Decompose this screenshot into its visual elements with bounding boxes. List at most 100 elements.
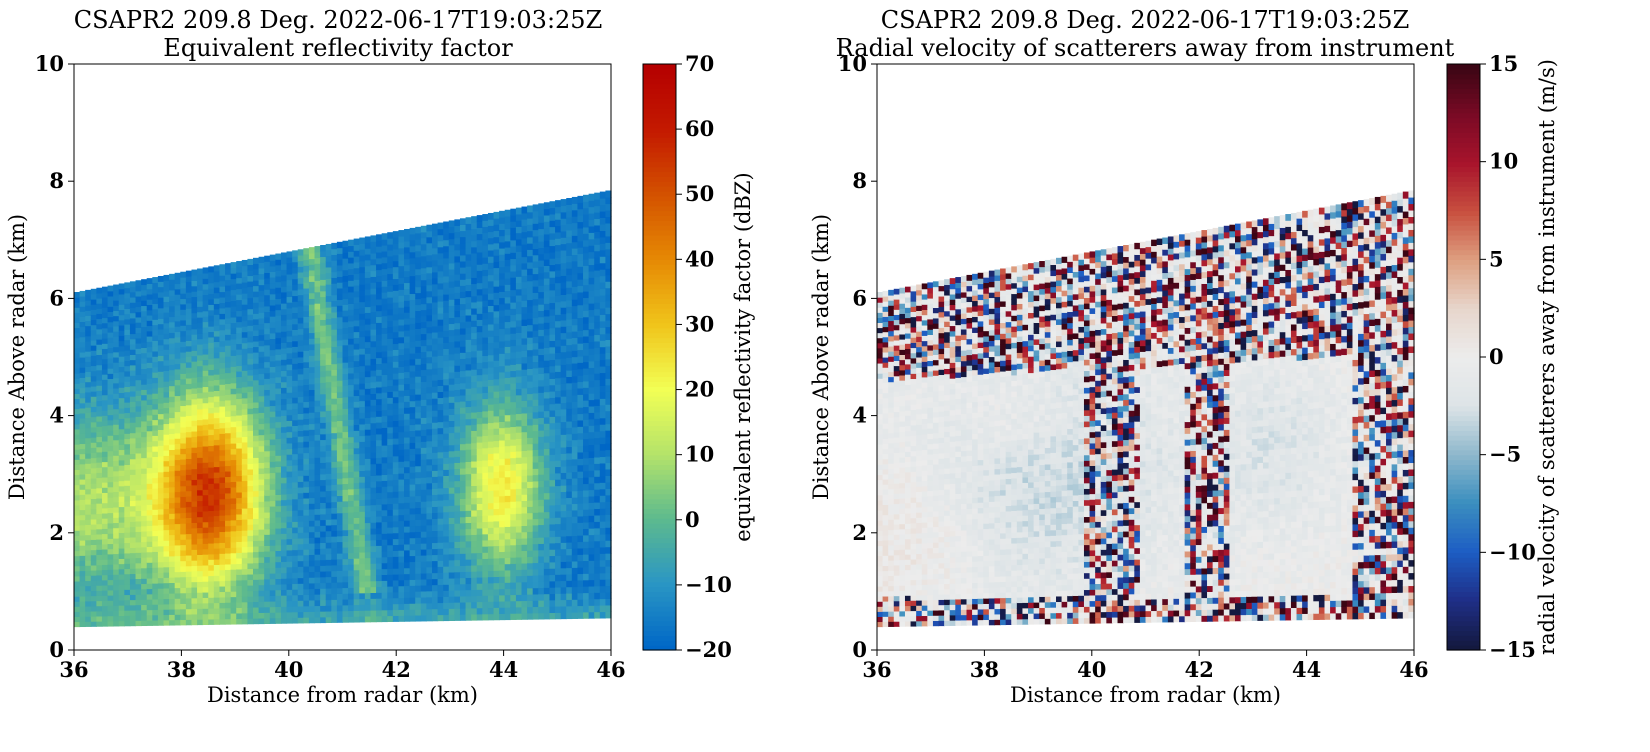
heatmap-cell: [174, 294, 181, 301]
heatmap-cell: [225, 487, 232, 494]
heatmap-cell: [85, 310, 92, 316]
heatmap-cell: [376, 510, 383, 517]
heatmap-cell: [286, 606, 293, 613]
heatmap-cell: [225, 596, 232, 603]
heatmap-cell: [314, 348, 321, 356]
heatmap-cell: [191, 312, 198, 319]
heatmap-cell: [420, 441, 427, 448]
heatmap-cell: [219, 411, 226, 418]
heatmap-cell: [163, 444, 170, 451]
heatmap-cell: [107, 460, 114, 467]
heatmap-cell: [292, 526, 299, 534]
heatmap-cell: [230, 470, 237, 477]
heatmap-cell: [96, 482, 103, 489]
heatmap-cell: [443, 245, 450, 253]
heatmap-cell: [314, 246, 321, 253]
heatmap-cell: [107, 301, 114, 307]
heatmap-cell: [197, 397, 204, 404]
heatmap-cell: [454, 547, 461, 555]
heatmap-cell: [487, 410, 495, 417]
heatmap-cell: [292, 318, 299, 325]
heatmap-cell: [90, 498, 97, 505]
heatmap-cell: [370, 346, 377, 354]
heatmap-cell: [152, 535, 159, 542]
heatmap-cell: [191, 447, 198, 454]
heatmap-cell: [314, 371, 321, 378]
heatmap-cell: [146, 593, 153, 600]
heatmap-cell: [370, 387, 377, 395]
heatmap-cell: [258, 473, 265, 480]
heatmap-cell: [258, 406, 265, 413]
heatmap-cell: [197, 500, 204, 507]
heatmap-cell: [476, 466, 483, 474]
heatmap-cell: [370, 557, 377, 564]
heatmap-cell: [208, 369, 215, 376]
heatmap-cell: [320, 245, 327, 252]
heatmap-cell: [219, 504, 226, 511]
heatmap-cell: [208, 618, 215, 625]
heatmap-cell: [348, 604, 355, 612]
heatmap-cell: [376, 293, 383, 300]
heatmap-cell: [152, 356, 159, 363]
heatmap-cell: [420, 387, 427, 394]
heatmap-cell: [208, 282, 215, 289]
heatmap-cell: [348, 616, 355, 623]
heatmap-cell: [129, 536, 137, 543]
heatmap-cell: [398, 289, 405, 296]
heatmap-cell: [482, 306, 489, 313]
heatmap-cell: [364, 446, 372, 454]
heatmap-cell: [331, 467, 338, 474]
heatmap-cell: [129, 604, 137, 611]
heatmap-cell: [90, 345, 97, 351]
heatmap-cell: [297, 351, 304, 358]
heatmap-cell: [314, 417, 321, 424]
heatmap-cell: [135, 337, 142, 344]
heatmap-cell: [359, 470, 366, 477]
heatmap-cell: [197, 495, 204, 502]
heatmap-cell: [292, 391, 299, 398]
heatmap-cell: [236, 354, 243, 361]
heatmap-cell: [432, 343, 439, 351]
heatmap-cell: [275, 612, 282, 619]
heatmap-cell: [292, 255, 299, 263]
heatmap-cell: [146, 525, 153, 532]
heatmap-cell: [280, 578, 288, 585]
heatmap-cell: [398, 366, 405, 373]
heatmap-cell: [325, 593, 332, 601]
heatmap-cell: [359, 441, 366, 448]
heatmap-cell: [443, 366, 450, 374]
heatmap-cell: [342, 246, 349, 253]
heatmap-cell: [331, 294, 338, 301]
heatmap-cell: [292, 408, 299, 415]
heatmap-cell: [415, 322, 422, 329]
heatmap-cell: [336, 426, 344, 433]
heatmap-cell: [124, 604, 131, 611]
heatmap-cell: [426, 344, 433, 352]
heatmap-cell: [348, 291, 355, 299]
heatmap-cell: [269, 511, 276, 518]
heatmap-cell: [308, 395, 316, 402]
heatmap-cell: [124, 459, 131, 466]
heatmap-cell: [124, 500, 131, 507]
heatmap-cell: [202, 381, 209, 388]
heatmap-cell: [85, 325, 92, 332]
heatmap-cell: [420, 435, 427, 442]
heatmap-cell: [101, 394, 109, 401]
heatmap-cell: [197, 338, 204, 345]
heatmap-cell: [387, 597, 394, 605]
heatmap-cell: [79, 362, 86, 368]
heatmap-cell: [420, 291, 427, 299]
heatmap-cell: [79, 534, 86, 541]
heatmap-cell: [152, 403, 159, 410]
heatmap-cell: [208, 488, 215, 495]
heatmap-cell: [135, 343, 142, 349]
heatmap-cell: [420, 279, 427, 287]
heatmap-cell: [269, 355, 276, 362]
heatmap-cell: [353, 569, 360, 577]
heatmap-cell: [286, 555, 293, 562]
heatmap-cell: [174, 347, 181, 354]
heatmap-cell: [157, 551, 165, 557]
heatmap-cell: [169, 476, 176, 482]
heatmap-cell: [219, 613, 226, 620]
heatmap-cell: [454, 353, 461, 360]
